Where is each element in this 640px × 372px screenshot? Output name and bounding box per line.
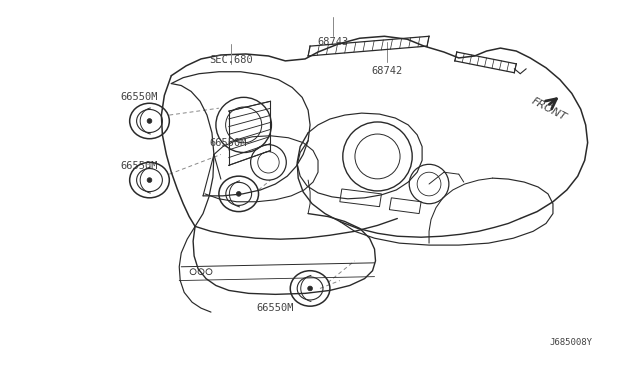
Text: 66550M: 66550M: [120, 161, 158, 171]
Text: FRONT: FRONT: [529, 96, 568, 122]
Text: 66550M: 66550M: [209, 138, 247, 148]
Circle shape: [147, 119, 152, 124]
Text: 66550M: 66550M: [257, 303, 294, 312]
Text: 66550M: 66550M: [120, 92, 158, 102]
Text: SEC.680: SEC.680: [209, 55, 253, 65]
Text: J685008Y: J685008Y: [549, 339, 592, 347]
Circle shape: [147, 178, 152, 182]
Circle shape: [236, 192, 241, 196]
Text: 68743: 68743: [317, 37, 348, 47]
Circle shape: [308, 286, 312, 291]
Text: 68742: 68742: [371, 65, 403, 76]
